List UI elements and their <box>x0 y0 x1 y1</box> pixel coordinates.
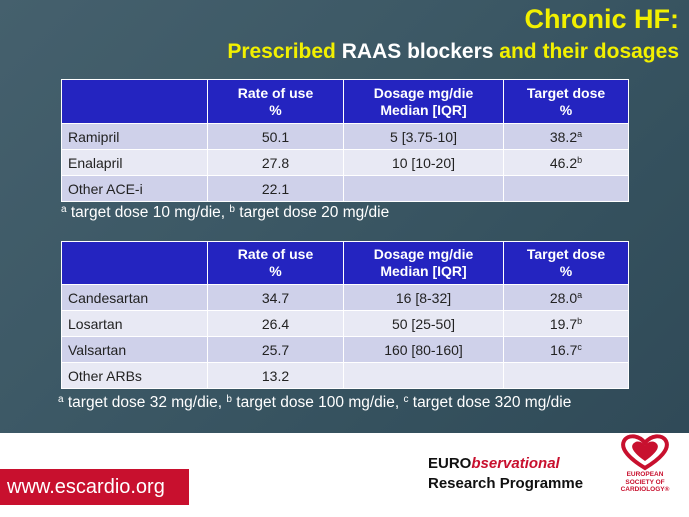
table-row: Candesartan 34.7 16 [8-32] 28.0a <box>61 284 629 311</box>
cell-drug: Enalapril <box>61 149 208 176</box>
table-header-row: Rate of use% Dosage mg/die Median [IQR] T… <box>61 241 629 285</box>
cell-dosage: 50 [25-50] <box>343 310 504 337</box>
cell-rate: 50.1 <box>207 123 344 150</box>
programme-euro: EURO <box>428 455 472 472</box>
cell-rate: 22.1 <box>207 175 344 202</box>
esc-logo-text: EUROPEAN SOCIETY OF CARDIOLOGY® <box>612 471 678 494</box>
cell-dosage: 5 [3.75-10] <box>343 123 504 150</box>
header-target-dose: Target dose% <box>503 241 629 285</box>
cell-target: 19.7b <box>503 310 629 337</box>
programme-line-2: Research Programme <box>428 475 584 492</box>
footnote-mark-c: c <box>403 394 409 405</box>
ace-footnote: a target dose 10 mg/die, b target dose 2… <box>61 204 389 222</box>
target-value: 16.7 <box>550 341 578 358</box>
programme-line-1: EURObservational <box>428 454 583 474</box>
esc-text-line-2: SOCIETY OF <box>625 478 665 486</box>
header-drug <box>61 241 208 285</box>
cell-drug: Other ACE-i <box>61 175 208 202</box>
table-row: Ramipril 50.1 5 [3.75-10] 38.2a <box>61 123 629 150</box>
cell-dosage <box>343 175 504 202</box>
ace-inhibitors-table: Rate of use% Dosage mg/die Median [IQR] T… <box>61 79 629 202</box>
subtitle-part-raas: RAAS blockers <box>341 40 494 63</box>
table-header-row: Rate of use% Dosage mg/die Median [IQR] T… <box>61 79 629 124</box>
target-value: 38.2 <box>549 128 578 145</box>
cell-drug: Losartan <box>61 310 208 337</box>
esc-heart-logo-icon <box>621 434 669 471</box>
table-row: Other ARBs 13.2 <box>61 362 629 389</box>
esc-text-line-1: EUROPEAN <box>626 471 664 478</box>
slide-title: Chronic HF: <box>524 4 680 34</box>
table-row: Valsartan 25.7 160 [80-160] 16.7c <box>61 336 629 363</box>
target-value: 19.7 <box>549 315 578 332</box>
cell-rate: 27.8 <box>207 149 344 176</box>
table-row: Other ACE-i 22.1 <box>61 175 629 202</box>
footnote-mark-b: b <box>226 394 232 405</box>
website-link[interactable]: www.escardio.org <box>0 469 189 505</box>
header-target-dose: Target dose% <box>503 79 629 124</box>
cell-target: 38.2a <box>503 123 629 150</box>
cell-rate: 13.2 <box>207 362 344 389</box>
header-dosage: Dosage mg/die Median [IQR] <box>343 79 504 124</box>
table-row: Losartan 26.4 50 [25-50] 19.7b <box>61 310 629 337</box>
esc-text-line-3: CARDIOLOGY® <box>620 486 670 493</box>
arb-footnote: a target dose 32 mg/die, b target dose 1… <box>58 394 571 412</box>
footnote-text-c: target dose 320 mg/die <box>408 394 572 411</box>
cell-target: 28.0a <box>503 284 629 311</box>
target-value: 46.2 <box>549 154 578 171</box>
subtitle-part-prescribed: Prescribed <box>227 40 342 63</box>
footnote-text-b: target dose 20 mg/die <box>234 204 390 221</box>
subtitle-part-dosages: and their dosages <box>493 40 679 63</box>
header-dosage: Dosage mg/die Median [IQR] <box>343 241 504 285</box>
cell-target <box>503 362 629 389</box>
footnote-text-a: target dose 10 mg/die, <box>66 204 230 221</box>
slide-subtitle: Prescribed RAAS blockers and their dosag… <box>227 40 679 64</box>
target-footnote-mark: c <box>577 341 582 352</box>
target-value: 28.0 <box>549 289 578 306</box>
arb-table: Rate of use% Dosage mg/die Median [IQR] T… <box>61 241 629 389</box>
cell-drug: Other ARBs <box>61 362 208 389</box>
cell-dosage <box>343 362 504 389</box>
target-footnote-mark: b <box>577 154 583 165</box>
cell-rate: 25.7 <box>207 336 344 363</box>
cell-dosage: 16 [8-32] <box>343 284 504 311</box>
cell-target <box>503 175 629 202</box>
target-footnote-mark: b <box>577 315 583 326</box>
cell-dosage: 10 [10-20] <box>343 149 504 176</box>
footnote-mark-a: a <box>58 394 64 405</box>
cell-target: 16.7c <box>503 336 629 363</box>
target-footnote-mark: a <box>577 128 583 139</box>
cell-drug: Candesartan <box>61 284 208 311</box>
cell-rate: 26.4 <box>207 310 344 337</box>
footnote-mark-a: a <box>61 204 67 215</box>
header-rate-of-use: Rate of use% <box>207 79 344 124</box>
cell-target: 46.2b <box>503 149 629 176</box>
cell-drug: Valsartan <box>61 336 208 363</box>
footnote-text-b: target dose 100 mg/die, <box>231 394 404 411</box>
footnote-text-a: target dose 32 mg/die, <box>63 394 227 411</box>
footnote-mark-b: b <box>229 204 235 215</box>
header-rate-of-use: Rate of use% <box>207 241 344 285</box>
target-footnote-mark: a <box>577 289 583 300</box>
cell-drug: Ramipril <box>61 123 208 150</box>
table-row: Enalapril 27.8 10 [10-20] 46.2b <box>61 149 629 176</box>
programme-bservational: bservational <box>471 455 560 472</box>
observational-programme-label: EURObservational Research Programme <box>428 454 583 494</box>
cell-rate: 34.7 <box>207 284 344 311</box>
cell-dosage: 160 [80-160] <box>343 336 504 363</box>
header-drug <box>61 79 208 124</box>
